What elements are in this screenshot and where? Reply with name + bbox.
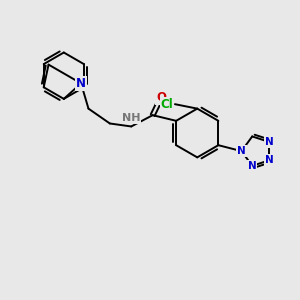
Text: Cl: Cl	[161, 98, 173, 111]
Text: N: N	[265, 155, 274, 165]
Text: NH: NH	[122, 113, 140, 123]
Text: N: N	[76, 77, 86, 90]
Text: N: N	[248, 161, 256, 171]
Text: O: O	[156, 92, 166, 104]
Text: N: N	[237, 146, 246, 156]
Text: N: N	[265, 137, 274, 147]
